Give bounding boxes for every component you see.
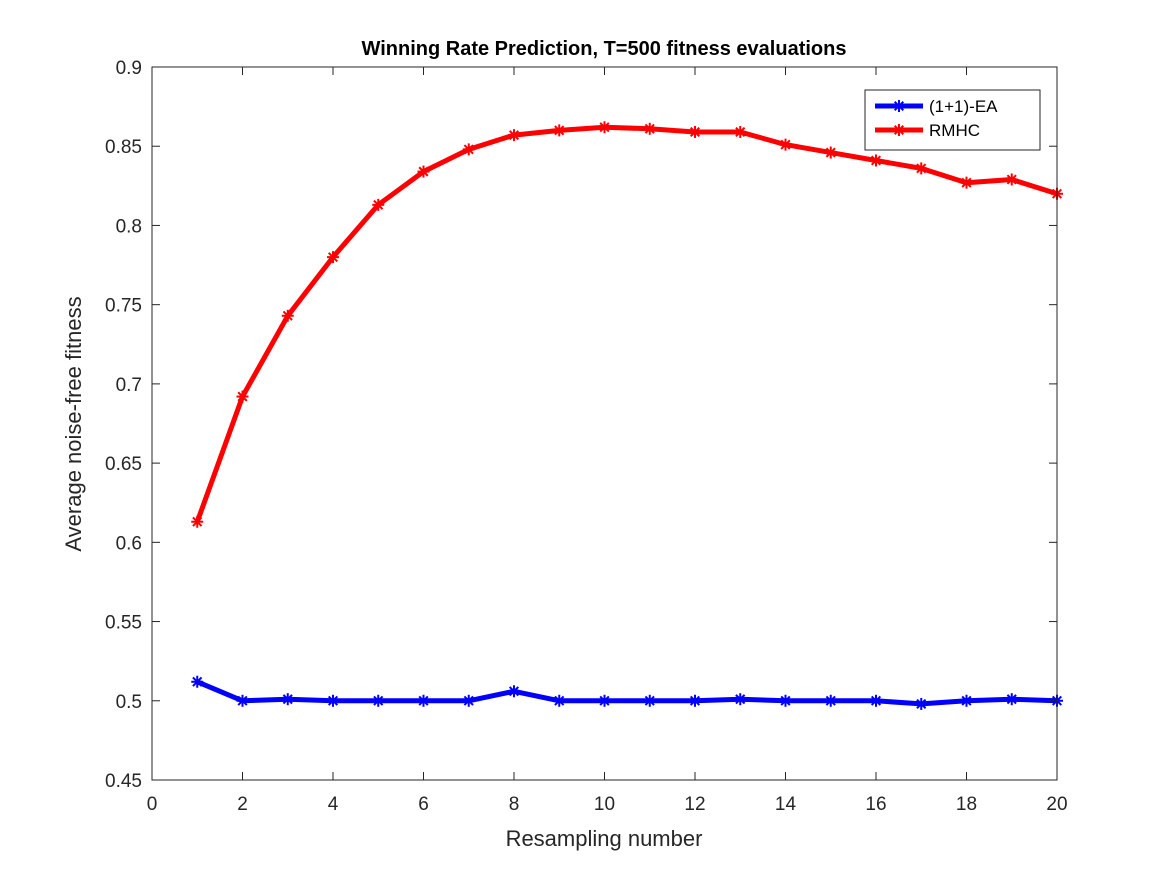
- data-point: [734, 125, 747, 138]
- data-point: [779, 694, 792, 707]
- x-tick-label: 8: [509, 794, 520, 815]
- x-tick-label: 12: [684, 794, 705, 815]
- data-point: [281, 309, 294, 322]
- data-point: [281, 693, 294, 706]
- x-tick-label: 2: [237, 794, 248, 815]
- data-point: [462, 143, 475, 156]
- data-point: [417, 165, 430, 178]
- data-point: [779, 138, 792, 151]
- legend-item: (1+1)-EA: [875, 97, 998, 116]
- y-tick-label: 0.6: [116, 533, 142, 554]
- data-point: [191, 675, 204, 688]
- plot-area: [152, 67, 1057, 780]
- x-tick-label: 0: [147, 794, 158, 815]
- x-tick-label: 6: [418, 794, 429, 815]
- data-point: [372, 694, 385, 707]
- data-point: [553, 124, 566, 137]
- y-tick-label: 0.7: [116, 375, 142, 396]
- data-point: [915, 162, 928, 175]
- y-tick-label: 0.75: [105, 296, 142, 317]
- x-tick-label: 10: [594, 794, 615, 815]
- data-point: [1005, 173, 1018, 186]
- legend-label: RMHC: [929, 121, 980, 140]
- x-tick-label: 4: [328, 794, 339, 815]
- y-tick-label: 0.5: [116, 692, 142, 713]
- series-0: [191, 675, 1063, 710]
- data-point: [508, 129, 520, 142]
- data-point: [824, 146, 837, 159]
- data-point: [1005, 693, 1018, 706]
- data-point: [734, 693, 747, 706]
- legend-label: (1+1)-EA: [929, 97, 998, 116]
- data-point: [598, 121, 611, 134]
- data-point: [870, 694, 882, 707]
- data-point: [417, 694, 430, 707]
- legend: (1+1)-EA RMHC: [864, 89, 1041, 151]
- data-point: [327, 694, 339, 707]
- data-point: [643, 122, 656, 135]
- data-point: [462, 694, 475, 707]
- data-point: [643, 694, 656, 707]
- ticks-layer: 0 2 4 6 8 10 12 14 16 18 20 0.45 0.5 0.55 0.6 0.65 0.7 0.…: [105, 58, 1068, 815]
- y-tick-label: 0.8: [116, 216, 142, 237]
- data-point: [960, 176, 973, 189]
- x-tick-label: 16: [865, 794, 886, 815]
- data-point: [689, 694, 701, 707]
- data-point: [372, 198, 385, 211]
- plot-background: [152, 67, 1057, 780]
- y-tick-label: 0.9: [116, 58, 142, 79]
- x-tick-label: 14: [775, 794, 797, 815]
- y-tick-label: 0.55: [105, 613, 142, 634]
- data-point: [689, 125, 701, 138]
- series-1: [191, 121, 1063, 528]
- y-tick-label: 0.45: [105, 771, 142, 792]
- data-point: [553, 694, 566, 707]
- series-layer: [191, 121, 1063, 710]
- y-axis-label: Average noise-free fitness: [61, 296, 86, 551]
- data-point: [915, 697, 928, 710]
- data-point: [236, 694, 249, 707]
- data-point: [598, 694, 611, 707]
- x-axis-label: Resampling number: [506, 826, 703, 851]
- data-point: [327, 251, 339, 264]
- data-point: [508, 685, 520, 698]
- data-point: [191, 515, 204, 528]
- y-tick-label: 0.85: [105, 137, 142, 158]
- legend-item: RMHC: [875, 121, 980, 140]
- y-tick-label: 0.65: [105, 454, 142, 475]
- data-point: [236, 390, 249, 403]
- x-tick-label: 18: [956, 794, 977, 815]
- x-tick-label: 20: [1046, 794, 1067, 815]
- data-point: [824, 694, 837, 707]
- legend-box: [864, 89, 1041, 151]
- data-point: [960, 694, 973, 707]
- series-line: [194, 124, 1060, 525]
- series-line: [194, 679, 1060, 707]
- data-point: [870, 154, 882, 167]
- chart-title: Winning Rate Prediction, T=500 fitness e…: [362, 38, 847, 60]
